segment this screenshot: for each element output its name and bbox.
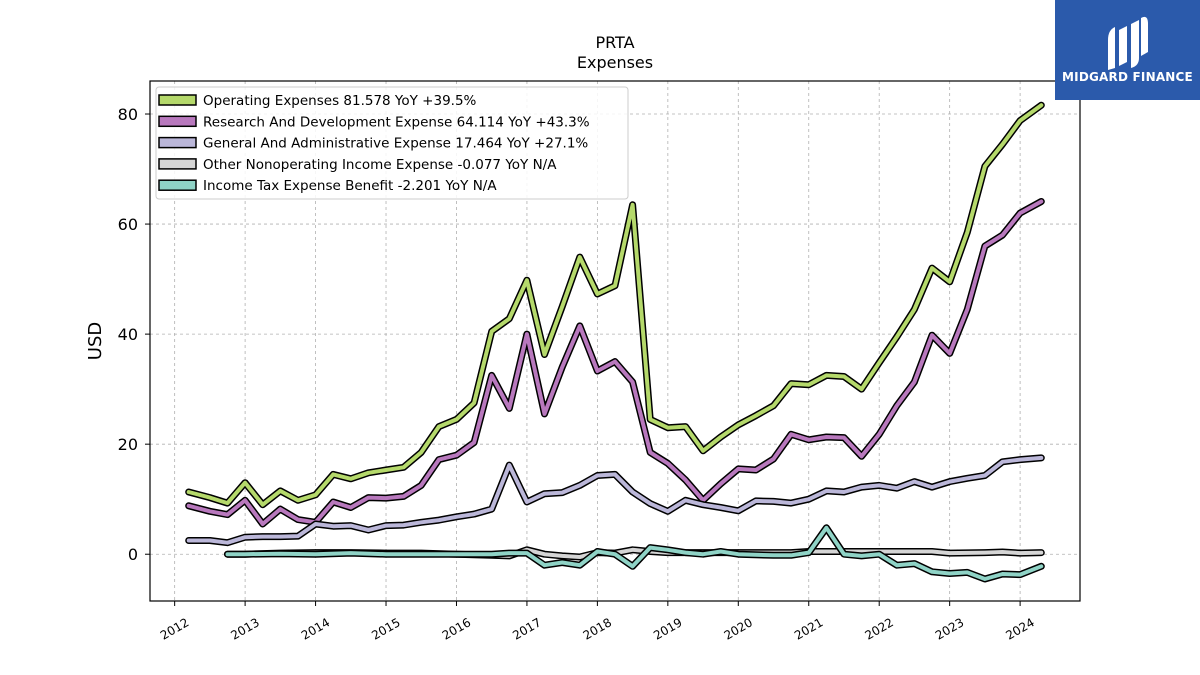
x-tick-label: 2017 (510, 615, 543, 642)
legend-label: Income Tax Expense Benefit -2.201 YoY N/… (203, 178, 497, 194)
x-tick-label: 2013 (228, 615, 261, 642)
x-tick-label: 2022 (862, 615, 895, 642)
x-tick-label: 2015 (369, 615, 402, 642)
x-tick-label: 2021 (792, 615, 825, 642)
series-lines (185, 101, 1045, 583)
x-axis: 2012 2013 2014 2015 2016 2017 2018 2019 2020 2021… (158, 601, 1037, 643)
x-tick-label: 2023 (933, 615, 966, 642)
legend-swatch (158, 179, 197, 191)
x-tick-label: 2018 (581, 615, 614, 642)
x-tick-label: 2014 (299, 615, 332, 642)
x-tick-label: 2020 (722, 615, 755, 642)
y-axis: 0 20 40 60 80 (118, 105, 150, 564)
y-tick-label: 60 (118, 215, 138, 234)
y-tick-label: 0 (128, 545, 138, 564)
legend-swatch (158, 115, 197, 128)
plot-frame (149, 80, 1081, 602)
series-outline-2 (185, 454, 1045, 547)
legend-swatch (158, 136, 197, 149)
series-line-0 (186, 103, 1044, 507)
legend-label: General And Administrative Expense 17.46… (203, 136, 588, 152)
series-line-4 (225, 525, 1044, 581)
legend-label: Other Nonoperating Income Expense -0.077… (203, 157, 557, 173)
chart-subtitle: Expenses (577, 53, 653, 72)
legend-box (155, 86, 629, 200)
brand-logo: MIDGARD FINANCE (1055, 0, 1200, 100)
legend: Operating Expenses 81.578 YoY +39.5% Rese… (155, 86, 629, 200)
x-tick-label: 2019 (651, 615, 684, 642)
y-tick-label: 20 (118, 435, 138, 454)
series-line-1 (186, 199, 1044, 526)
logo-icon (1055, 0, 1200, 100)
legend-label: Research And Development Expense 64.114 … (203, 114, 590, 130)
x-tick-label: 2016 (440, 615, 473, 642)
chart-title: PRTA (595, 33, 634, 52)
legend-label: Operating Expenses 81.578 YoY +39.5% (203, 93, 477, 109)
y-axis-label: USD (85, 322, 106, 360)
y-tick-label: 80 (118, 105, 138, 124)
series-line-2 (186, 455, 1044, 545)
x-tick-label: 2012 (158, 615, 191, 642)
legend-swatch (158, 94, 197, 106)
x-tick-label: 2024 (1003, 615, 1036, 642)
legend-swatch (158, 158, 197, 170)
y-tick-label: 40 (118, 325, 138, 344)
logo-text: MIDGARD FINANCE (1062, 70, 1193, 84)
